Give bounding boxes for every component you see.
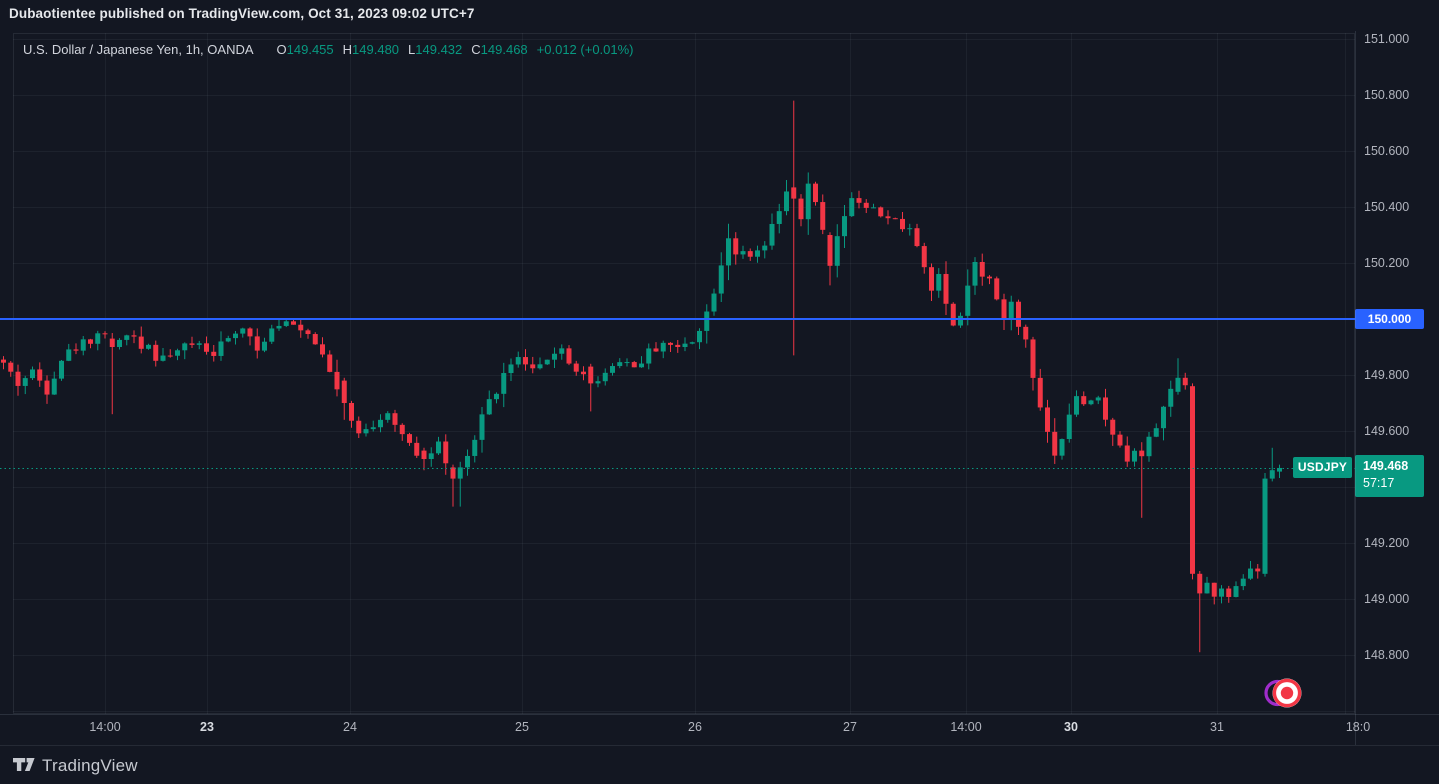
price-axis-separator [1355,31,1356,745]
tradingview-wordmark[interactable]: TradingView [42,755,138,775]
time-tick-label: 27 [843,720,857,734]
price-tick-label: 149.000 [1364,592,1410,606]
time-axis-separator [0,714,1439,715]
footer-bar: TradingView [0,745,1439,784]
time-tick-label: 25 [515,720,529,734]
time-tick-label: 14:00 [950,720,982,734]
bar-countdown: 57:17 [1363,475,1395,490]
ohlc-letter: H [342,42,353,57]
time-tick-label: 18:0 [1345,720,1371,734]
last-price-value: 149.468 [1363,458,1409,473]
record-icon [1264,678,1302,708]
price-tick-label: 151.000 [1364,32,1410,46]
ohlc-letter: C [471,42,481,57]
price-tick-label: 150.400 [1364,200,1410,214]
time-tick-label: 24 [343,720,357,734]
ohlc-value: 149.432 [415,42,463,57]
price-tick-label: 149.600 [1364,424,1410,438]
chart-legend: U.S. Dollar / Japanese Yen, 1h, OANDA O14… [23,42,634,57]
time-tick-label: 30 [1064,720,1078,734]
price-axis[interactable]: 150.000 149.468 57:17 151.000 150.800 150.… [1355,25,1439,714]
price-tick-label: 149.800 [1364,368,1410,382]
time-tick-label: 26 [688,720,702,734]
time-tick-label: 31 [1210,720,1224,734]
time-axis[interactable]: 14:00 23 24 25 26 27 14:00 30 31 18:0 [0,714,1439,745]
tradingview-logo-icon[interactable] [13,757,35,774]
chart-pane[interactable]: U.S. Dollar / Japanese Yen, 1h, OANDA O14… [0,25,1355,716]
ohlc-values: O149.455 H149.480 L149.432 C149.468 [268,42,528,57]
time-tick-label: 23 [200,720,214,734]
hline-price-label: 150.000 [1355,309,1424,329]
ohlc-letter: L [408,42,416,57]
price-tick-label: 149.200 [1364,536,1410,550]
price-tick-label: 150.200 [1364,256,1410,270]
price-tick-label: 150.800 [1364,88,1410,102]
change-value: +0.012 (+0.01%) [536,42,634,57]
price-tick-label: 148.800 [1364,648,1410,662]
candles [1,100,1282,653]
ohlc-letter: O [276,42,287,57]
grid [13,33,1355,714]
last-price-label: 149.468 57:17 [1355,454,1424,497]
ohlc-value: 149.455 [286,42,334,57]
pane-border [13,33,1355,714]
chart-canvas[interactable] [0,25,1355,716]
symbol-title: U.S. Dollar / Japanese Yen, 1h, OANDA [23,42,254,57]
page-title: Dubaotientee published on TradingView.co… [9,5,475,21]
symbol-badge: USDJPY [1293,456,1352,478]
price-tick-label: 150.600 [1364,144,1410,158]
ohlc-value: 149.480 [352,42,400,57]
ohlc-value: 149.468 [480,42,528,57]
time-tick-label: 14:00 [89,720,121,734]
